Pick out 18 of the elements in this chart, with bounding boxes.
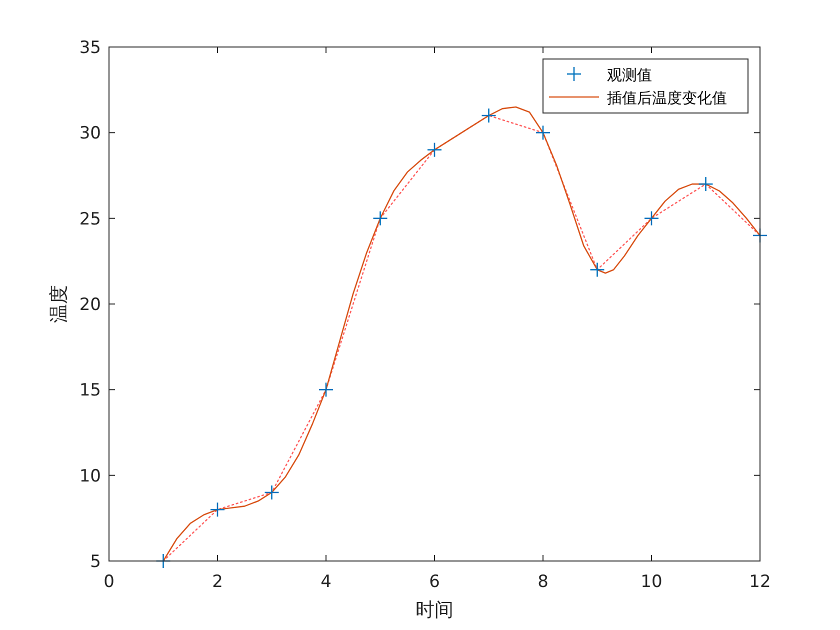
- x-tick-label: 8: [538, 572, 548, 592]
- x-tick-label: 2: [212, 572, 223, 592]
- y-axis-title: 温度: [48, 285, 70, 323]
- y-tick-label: 30: [79, 124, 101, 144]
- y-tick-label: 35: [79, 38, 101, 58]
- legend-label: 观测值: [607, 66, 652, 84]
- x-tick-label: 0: [104, 572, 114, 592]
- x-tick-label: 4: [320, 572, 332, 592]
- y-tick-label: 5: [90, 552, 101, 572]
- x-tick-label: 10: [640, 572, 662, 592]
- y-tick-label: 15: [79, 380, 101, 401]
- legend-label: 插值后温度变化值: [607, 89, 727, 107]
- y-tick-label: 10: [79, 466, 101, 486]
- y-tick-label: 25: [79, 209, 101, 230]
- x-tick-label: 12: [749, 572, 771, 592]
- y-tick-label: 20: [79, 295, 101, 315]
- x-axis-title: 时间: [416, 599, 454, 621]
- x-tick-label: 6: [429, 572, 440, 592]
